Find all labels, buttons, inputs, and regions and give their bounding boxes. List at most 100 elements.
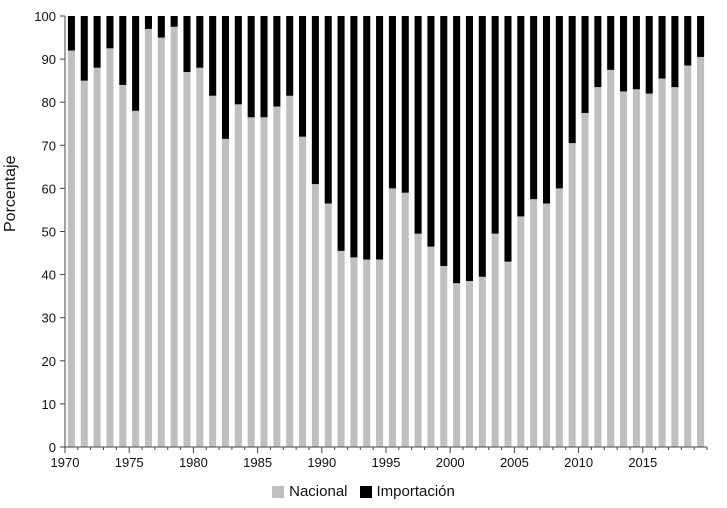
- bar-importacion-1981: [209, 16, 217, 96]
- bar-importacion-1991: [337, 16, 345, 251]
- bar-importacion-2009: [568, 16, 576, 144]
- bar-nacional-2008: [555, 188, 563, 447]
- bar-importacion-2011: [594, 16, 602, 88]
- bar-importacion-1993: [363, 16, 371, 260]
- x-tick-label-1990: 1990: [307, 455, 336, 470]
- x-tick-label-1970: 1970: [51, 455, 80, 470]
- bar-nacional-1993: [363, 259, 371, 447]
- bar-importacion-2019: [697, 16, 705, 57]
- bar-importacion-2003: [491, 16, 499, 234]
- y-tick-label-70: 70: [42, 138, 56, 153]
- bar-nacional-2000: [453, 283, 461, 447]
- y-tick-label-10: 10: [42, 397, 56, 412]
- bar-importacion-1987: [286, 16, 294, 96]
- y-tick-label-40: 40: [42, 268, 56, 283]
- legend-item-nacional: Nacional: [272, 483, 348, 500]
- axes-layer: 0 10 20 30 40 50 60 70 80 90 100 1970 1975 1980 1985 19…: [34, 9, 708, 470]
- y-axis-label: Porcentaje: [2, 155, 19, 233]
- bar-importacion-1972: [93, 16, 101, 68]
- bar-importacion-1992: [350, 16, 358, 258]
- y-tick-label-100: 100: [34, 9, 56, 24]
- bar-importacion-1974: [119, 16, 127, 85]
- bar-importacion-1986: [273, 16, 281, 107]
- bar-nacional-1995: [388, 188, 396, 447]
- bar-importacion-1997: [414, 16, 422, 234]
- bar-nacional-1987: [286, 95, 294, 448]
- y-tick-label-0: 0: [49, 440, 56, 455]
- bar-importacion-1978: [170, 16, 178, 27]
- bar-nacional-1983: [234, 104, 242, 447]
- x-tick-label-2005: 2005: [500, 455, 529, 470]
- bar-nacional-2013: [620, 91, 628, 448]
- bar-importacion-1976: [144, 16, 152, 29]
- legend-swatch-importacion: [359, 485, 372, 498]
- bar-nacional-2003: [491, 233, 499, 447]
- bar-importacion-2005: [517, 16, 525, 217]
- legend-swatch-nacional: [272, 485, 285, 498]
- bar-nacional-1990: [324, 203, 332, 447]
- y-tick-label-50: 50: [42, 225, 56, 240]
- bar-nacional-1984: [247, 117, 255, 447]
- bar-nacional-1972: [93, 67, 101, 447]
- bar-importacion-1982: [221, 16, 230, 139]
- bar-importacion-2007: [542, 16, 551, 204]
- bar-importacion-1977: [157, 16, 165, 38]
- bar-nacional-2004: [504, 261, 512, 447]
- bar-nacional-1996: [401, 192, 409, 447]
- bar-nacional-2009: [568, 143, 576, 447]
- bar-nacional-1980: [196, 67, 204, 447]
- bar-importacion-2001: [465, 16, 473, 282]
- bar-nacional-2012: [607, 69, 615, 448]
- bar-nacional-1989: [311, 184, 319, 447]
- bar-nacional-2011: [594, 87, 602, 448]
- bar-importacion-1990: [324, 16, 332, 204]
- bar-importacion-1999: [440, 16, 448, 266]
- bar-nacional-2007: [542, 203, 551, 447]
- bar-nacional-1971: [80, 80, 88, 448]
- bar-nacional-1986: [273, 106, 281, 447]
- x-tick-label-1980: 1980: [179, 455, 208, 470]
- bar-importacion-1979: [183, 16, 191, 73]
- bar-nacional-1974: [119, 84, 127, 448]
- bar-importacion-1998: [427, 16, 435, 247]
- bar-importacion-1971: [80, 16, 88, 81]
- bar-nacional-2001: [465, 281, 473, 447]
- bar-nacional-1994: [376, 259, 384, 447]
- bar-importacion-2010: [581, 16, 589, 113]
- bar-nacional-2018: [684, 65, 692, 447]
- bar-importacion-2004: [504, 16, 512, 262]
- bar-importacion-2008: [555, 16, 563, 189]
- bar-nacional-1977: [157, 37, 165, 448]
- bar-nacional-1970: [67, 50, 75, 447]
- bar-importacion-1996: [401, 16, 409, 193]
- bar-importacion-2015: [645, 16, 653, 94]
- bar-importacion-2006: [530, 16, 538, 200]
- bar-importacion-1980: [196, 16, 204, 68]
- bar-nacional-1973: [106, 48, 114, 447]
- bar-nacional-2016: [658, 78, 666, 447]
- y-tick-label-80: 80: [42, 95, 56, 110]
- bar-importacion-2012: [607, 16, 615, 70]
- bar-importacion-2016: [658, 16, 666, 79]
- bar-nacional-1979: [183, 72, 191, 447]
- bar-importacion-2018: [684, 16, 692, 66]
- x-tick-label-1995: 1995: [372, 455, 401, 470]
- y-tick-label-20: 20: [42, 354, 56, 369]
- bar-importacion-2014: [632, 16, 640, 90]
- bar-importacion-1975: [132, 16, 140, 111]
- y-tick-label-60: 60: [42, 181, 56, 196]
- bar-importacion-1970: [67, 16, 75, 51]
- legend-label-nacional: Nacional: [289, 483, 348, 500]
- bar-nacional-2006: [530, 199, 538, 447]
- bar-importacion-1988: [299, 16, 307, 137]
- bar-importacion-2017: [671, 16, 679, 88]
- bar-nacional-1975: [132, 110, 140, 447]
- x-tick-label-2015: 2015: [628, 455, 657, 470]
- bar-nacional-1976: [144, 28, 152, 448]
- bar-nacional-1998: [427, 246, 435, 447]
- bar-importacion-1989: [311, 16, 319, 185]
- bar-nacional-1978: [170, 26, 178, 448]
- bar-nacional-2005: [517, 216, 525, 447]
- legend-label-importacion: Importación: [376, 483, 455, 500]
